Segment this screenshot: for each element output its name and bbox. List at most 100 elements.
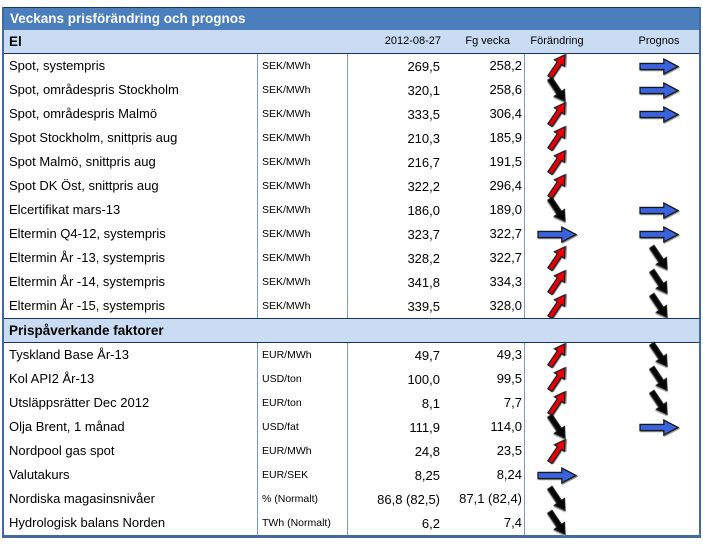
row-unit: TWh (Normalt) — [258, 511, 348, 535]
table-row: Spot DK Öst, snittpris aug SEK/MWh 322,2 29… — [4, 173, 699, 200]
section-header-el: El 2012-08-27 Fg vecka Förändring Progno… — [4, 30, 699, 54]
table-row: Spot, systempris SEK/MWh 269,5 258,2 — [4, 53, 699, 80]
row-name: Elcertifikat mars-13 — [4, 198, 258, 222]
row-unit: SEK/MWh — [258, 54, 348, 78]
row-name: Eltermin År -14, systempris — [4, 270, 258, 294]
change-cell — [525, 293, 589, 320]
row-unit: EUR/ton — [258, 391, 348, 415]
row-current-value: 6,2 — [421, 515, 440, 531]
table-row: Utsläppsrätter Dec 2012 EUR/ton 8,1 7,7 — [4, 389, 699, 417]
forecast-cell — [626, 439, 692, 463]
change-cell — [525, 149, 589, 176]
row-previous-value: 191,5 — [440, 150, 525, 174]
row-previous-value: 328,0 — [440, 294, 525, 318]
table-row: Eltermin År -14, systempris SEK/MWh 341,8 3… — [4, 268, 699, 296]
forecast-cell — [626, 292, 692, 319]
right-arrow-icon — [639, 81, 679, 99]
row-previous-value: 189,0 — [440, 198, 525, 222]
down-arrow-icon — [645, 363, 673, 395]
forecast-cell — [626, 268, 692, 295]
row-previous-value: 99,5 — [440, 367, 525, 391]
row-name: Kol API2 År-13 — [4, 367, 258, 391]
forecast-cell — [626, 126, 692, 150]
row-name: Spot, områdespris Malmö — [4, 102, 258, 126]
row-current-value: 49,7 — [414, 347, 440, 363]
up-arrow-icon — [543, 387, 571, 419]
row-name: Spot Stockholm, snittpris aug — [4, 126, 258, 150]
change-cell — [525, 509, 589, 536]
row-previous-value: 185,9 — [440, 126, 525, 150]
row-unit: USD/ton — [258, 367, 348, 391]
forecast-cell — [626, 222, 692, 246]
row-unit: % (Normalt) — [258, 487, 348, 511]
row-current-value: 210,3 — [407, 130, 440, 146]
change-cell — [525, 269, 589, 296]
down-arrow-icon — [543, 411, 571, 443]
row-current-value: 328,2 — [407, 250, 440, 266]
row-current-value: 322,2 — [407, 178, 440, 194]
row-current-value: 269,5 — [407, 58, 440, 74]
up-arrow-icon — [543, 435, 571, 467]
forecast-cell — [626, 174, 692, 198]
row-unit: EUR/MWh — [258, 343, 348, 367]
row-name: Spot, systempris — [4, 54, 258, 78]
row-current-value: 339,5 — [407, 298, 440, 314]
change-cell — [525, 413, 589, 440]
down-arrow-icon — [543, 194, 571, 226]
right-arrow-icon — [537, 466, 577, 484]
forecast-cell — [626, 365, 692, 392]
change-cell — [525, 342, 589, 369]
change-cell — [525, 366, 589, 393]
row-previous-value: 306,4 — [440, 102, 525, 126]
row-current-value: 341,8 — [407, 274, 440, 290]
row-previous-value: 322,7 — [440, 246, 525, 270]
down-arrow-icon — [645, 290, 673, 322]
row-current-value: 24,8 — [414, 443, 440, 459]
table-row: Elcertifikat mars-13 SEK/MWh 186,0 189,0 — [4, 196, 699, 223]
row-previous-value: 322,7 — [440, 222, 525, 246]
row-name: Eltermin Q4-12, systempris — [4, 222, 258, 246]
table-row: Nordiska magasinsnivåer% (Normalt) 86,8 (… — [4, 485, 699, 512]
forecast-cell — [626, 389, 692, 416]
table-row: Tyskland Base År-13 EUR/MWh 49,7 49,3 — [4, 341, 699, 369]
right-arrow-icon — [639, 418, 679, 436]
forecast-cell — [626, 511, 692, 535]
row-previous-value: 23,5 — [440, 439, 525, 463]
forecast-cell — [626, 415, 692, 439]
row-previous-value: 49,3 — [440, 343, 525, 367]
change-cell — [525, 101, 589, 128]
section-label: Prispåverkande faktorer — [9, 323, 164, 338]
row-previous-value: 8,24 — [440, 463, 525, 487]
forecast-cell — [626, 487, 692, 511]
column-header-prev-week: Fg vecka — [465, 35, 510, 47]
change-cell — [525, 390, 589, 417]
forecast-cell — [626, 244, 692, 271]
up-arrow-icon — [543, 50, 571, 82]
forecast-cell — [626, 78, 692, 102]
rows-el: Spot, systempris SEK/MWh 269,5 258,2 Spot, o… — [4, 53, 699, 320]
right-arrow-icon — [639, 201, 679, 219]
up-arrow-icon — [543, 242, 571, 274]
change-cell — [525, 222, 589, 246]
row-unit: SEK/MWh — [258, 174, 348, 198]
row-previous-value: 258,6 — [440, 78, 525, 102]
column-header-date: 2012-08-27 — [384, 35, 441, 47]
row-current-value: 111,9 — [409, 419, 440, 435]
section-label: El — [9, 34, 22, 49]
right-arrow-icon — [639, 57, 679, 75]
row-name: Hydrologisk balans Norden — [4, 511, 258, 535]
up-arrow-icon — [543, 170, 571, 202]
row-unit: SEK/MWh — [258, 150, 348, 174]
change-cell — [525, 438, 589, 465]
row-previous-value: 296,4 — [440, 174, 525, 198]
forecast-cell — [626, 463, 692, 487]
row-current-value: 333,5 — [407, 106, 440, 122]
row-unit: EUR/MWh — [258, 439, 348, 463]
row-unit: SEK/MWh — [258, 246, 348, 270]
table-row: Spot Malmö, snittpris aug SEK/MWh 216,7 191… — [4, 149, 699, 176]
column-header-change: Förändring — [530, 35, 584, 47]
up-arrow-icon — [543, 122, 571, 154]
row-unit: SEK/MWh — [258, 294, 348, 318]
up-arrow-icon — [543, 266, 571, 298]
up-arrow-icon — [543, 290, 571, 322]
